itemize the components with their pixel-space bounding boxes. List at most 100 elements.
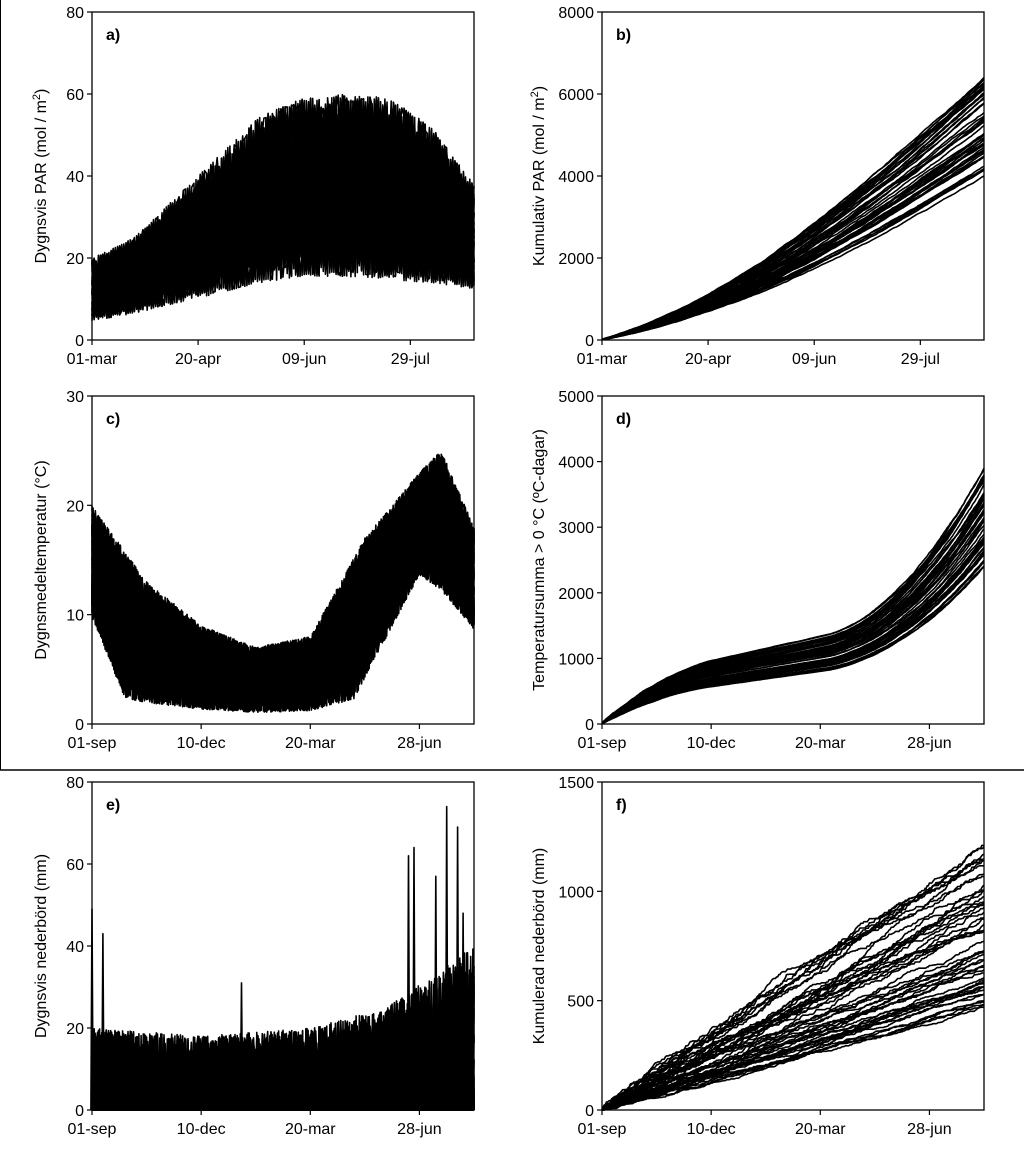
series-peak <box>455 826 460 1111</box>
x-tick-label: 20-apr <box>685 351 732 368</box>
y-tick-label: 20 <box>66 1021 84 1038</box>
x-tick-label: 10-dec <box>687 1121 736 1138</box>
y-tick-label: 3000 <box>558 520 594 537</box>
y-tick-label: 40 <box>66 939 84 956</box>
x-tick-label: 01-sep <box>68 735 117 752</box>
x-tick-label: 20-mar <box>795 1121 846 1138</box>
y-axis-title: Dygnsmedeltemperatur (°C) <box>33 460 50 659</box>
chart-panel-e: 0 20 40 60 80 01-sep 10-dec 20-mar 28-jun e) Dygns… <box>33 775 475 1138</box>
series-line <box>601 88 985 341</box>
chart-panel-d: 0 1000 2000 3000 4000 5000 01-sep 10-dec 20-mar 2… <box>531 389 985 752</box>
series-line <box>601 509 985 725</box>
series-line <box>601 133 985 341</box>
series-line <box>601 78 985 340</box>
y-axis-title: Dygnsvis nederbörd (mm) <box>33 854 50 1038</box>
series-line <box>601 133 985 341</box>
series-line <box>601 92 985 341</box>
chart-panel-b: 0 2000 4000 6000 8000 01-mar 20-apr 09-jun 29-ju… <box>529 5 985 368</box>
x-tick-label: 01-sep <box>578 1121 627 1138</box>
plot-frame <box>91 395 475 725</box>
series-line <box>602 889 984 1110</box>
panel-label: f) <box>616 797 627 814</box>
panel-label: d) <box>616 411 631 428</box>
y-tick-label: 2000 <box>558 251 594 268</box>
y-tick-label: 80 <box>66 775 84 792</box>
series-line <box>602 902 984 1111</box>
series-line <box>91 98 475 315</box>
series-line <box>602 1003 985 1111</box>
series-line <box>601 102 985 341</box>
series-line <box>601 169 985 341</box>
y-axis-title: Temperatursumma > 0 °C (ºC-dagar) <box>531 429 548 691</box>
series-line <box>601 537 985 725</box>
y-tick-label: 20 <box>66 498 84 515</box>
x-tick-label: 29-jul <box>901 351 940 368</box>
panel-label: b) <box>616 27 631 44</box>
series-peak <box>406 855 411 1111</box>
series-group <box>601 844 985 1111</box>
x-tick-label: 09-jun <box>282 351 326 368</box>
series-line <box>601 917 985 1110</box>
x-tick-label: 01-sep <box>578 735 627 752</box>
x-tick-label: 28-jun <box>397 1121 441 1138</box>
y-tick-label: 40 <box>66 169 84 186</box>
series-line <box>601 476 985 724</box>
series-line <box>601 875 984 1111</box>
series-line <box>601 120 985 341</box>
series-line <box>601 85 985 341</box>
y-tick-label: 5000 <box>558 389 594 406</box>
series-line <box>91 465 475 713</box>
series-line <box>601 964 985 1110</box>
y-tick-label: 0 <box>75 333 84 350</box>
series-line <box>601 844 984 1110</box>
series-line <box>601 87 985 341</box>
x-tick-label: 20-mar <box>795 735 846 752</box>
series-line <box>91 992 475 1111</box>
series-line <box>601 150 985 341</box>
series-line <box>602 929 984 1111</box>
series-peak <box>101 932 105 1111</box>
x-tick-label: 01-sep <box>68 1121 117 1138</box>
series-line <box>601 542 985 725</box>
series-line <box>601 121 985 341</box>
series-peak <box>239 982 244 1111</box>
series-group <box>601 467 985 725</box>
y-tick-label: 0 <box>585 717 594 734</box>
series-line <box>601 86 985 340</box>
x-tick-label: 28-jun <box>907 1121 951 1138</box>
y-tick-label: 0 <box>585 1103 594 1120</box>
series-group <box>91 453 475 713</box>
series-line <box>601 986 984 1110</box>
x-tick-label: 09-jun <box>792 351 836 368</box>
x-tick-label: 01-mar <box>67 351 118 368</box>
series-line <box>91 101 475 311</box>
series-line <box>91 97 475 318</box>
y-axis-title: Dygnsvis PAR (mol / m2) <box>31 89 50 264</box>
series-line <box>602 859 985 1111</box>
series-peak <box>461 912 465 1111</box>
y-tick-label: 0 <box>75 717 84 734</box>
series-line <box>601 82 985 341</box>
series-line <box>601 484 985 724</box>
y-tick-label: 80 <box>66 5 84 22</box>
y-tick-label: 4000 <box>558 169 594 186</box>
x-tick-label: 01-mar <box>577 351 628 368</box>
chart-panel-a: 0 20 40 60 80 01-mar 20-apr 09-jun 29-jul a) Dygns… <box>31 5 475 368</box>
panel-label: a) <box>106 27 120 44</box>
x-tick-label: 29-jul <box>391 351 430 368</box>
y-tick-label: 1000 <box>558 884 594 901</box>
y-tick-label: 30 <box>66 389 84 406</box>
series-line <box>601 859 985 1111</box>
series-line <box>601 853 984 1110</box>
y-tick-label: 2000 <box>558 586 594 603</box>
x-tick-label: 28-jun <box>907 735 951 752</box>
y-axis-title: Kumulativ PAR (mol / m2) <box>529 86 548 266</box>
series-peak <box>444 805 449 1111</box>
series-line <box>601 475 985 724</box>
y-tick-label: 10 <box>66 608 84 625</box>
series-line <box>601 82 985 341</box>
series-group <box>601 77 985 341</box>
series-line <box>602 979 984 1111</box>
series-line <box>91 468 475 712</box>
